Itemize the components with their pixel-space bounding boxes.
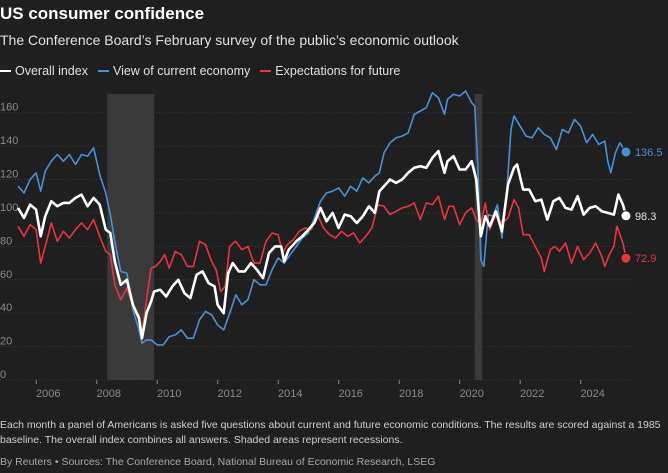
y-tick-label-100: 100 xyxy=(0,202,18,214)
x-tick-label-2016: 2016 xyxy=(338,388,362,400)
legend-swatch-current xyxy=(97,70,109,72)
chart-title: US consumer confidence xyxy=(0,4,205,23)
legend-swatch-overall xyxy=(0,70,11,72)
y-tick-label-160: 160 xyxy=(0,102,18,114)
recession-band-0 xyxy=(107,94,155,380)
chart-subtitle: The Conference Board’s February survey o… xyxy=(0,32,459,48)
end-label-overall: 98.3 xyxy=(635,211,656,223)
x-tick-label-2024: 2024 xyxy=(580,388,604,400)
legend-label-current: View of current economy xyxy=(112,64,251,78)
end-label-expectations: 72.9 xyxy=(635,253,656,265)
y-tick-label-20: 20 xyxy=(0,336,12,348)
chart-source: By Reuters • Sources: The Conference Boa… xyxy=(0,456,436,468)
end-marker-overall xyxy=(620,210,632,222)
legend-label-expectations: Expectations for future xyxy=(275,64,401,78)
legend-item-overall: Overall index xyxy=(0,64,88,78)
x-tick-label-2006: 2006 xyxy=(36,388,60,400)
legend-label-overall: Overall index xyxy=(15,64,88,78)
x-tick-label-2020: 2020 xyxy=(459,388,483,400)
end-marker-current xyxy=(620,146,632,158)
recession-band-1 xyxy=(474,94,483,380)
y-tick-label-40: 40 xyxy=(0,302,12,314)
y-tick-label-120: 120 xyxy=(0,169,18,181)
y-tick-label-0: 0 xyxy=(0,369,6,381)
x-tick-label-2018: 2018 xyxy=(399,388,423,400)
x-tick-label-2010: 2010 xyxy=(157,388,181,400)
x-tick-label-2014: 2014 xyxy=(278,388,302,400)
x-tick-label-2022: 2022 xyxy=(520,388,544,400)
y-tick-label-140: 140 xyxy=(0,135,18,147)
end-marker-expectations xyxy=(620,252,632,264)
legend-item-current: View of current economy xyxy=(97,64,251,78)
x-tick-label-2012: 2012 xyxy=(217,388,241,400)
series-line-current xyxy=(17,90,627,346)
series-line-expectations xyxy=(17,195,627,336)
x-tick-label-2008: 2008 xyxy=(96,388,120,400)
line-chart: 0 20 40 60 80 100 120 140 160 2006 2008 2010 2012 201… xyxy=(0,90,663,400)
end-label-current: 136.5 xyxy=(635,147,663,159)
legend: Overall index View of current economy Ex… xyxy=(0,64,410,78)
y-tick-label-60: 60 xyxy=(0,269,12,281)
legend-swatch-expectations xyxy=(260,70,272,72)
y-tick-label-80: 80 xyxy=(0,235,12,247)
legend-item-expectations: Expectations for future xyxy=(260,64,400,78)
series-line-overall xyxy=(16,149,628,340)
chart-note: Each month a panel of Americans is asked… xyxy=(0,419,661,446)
